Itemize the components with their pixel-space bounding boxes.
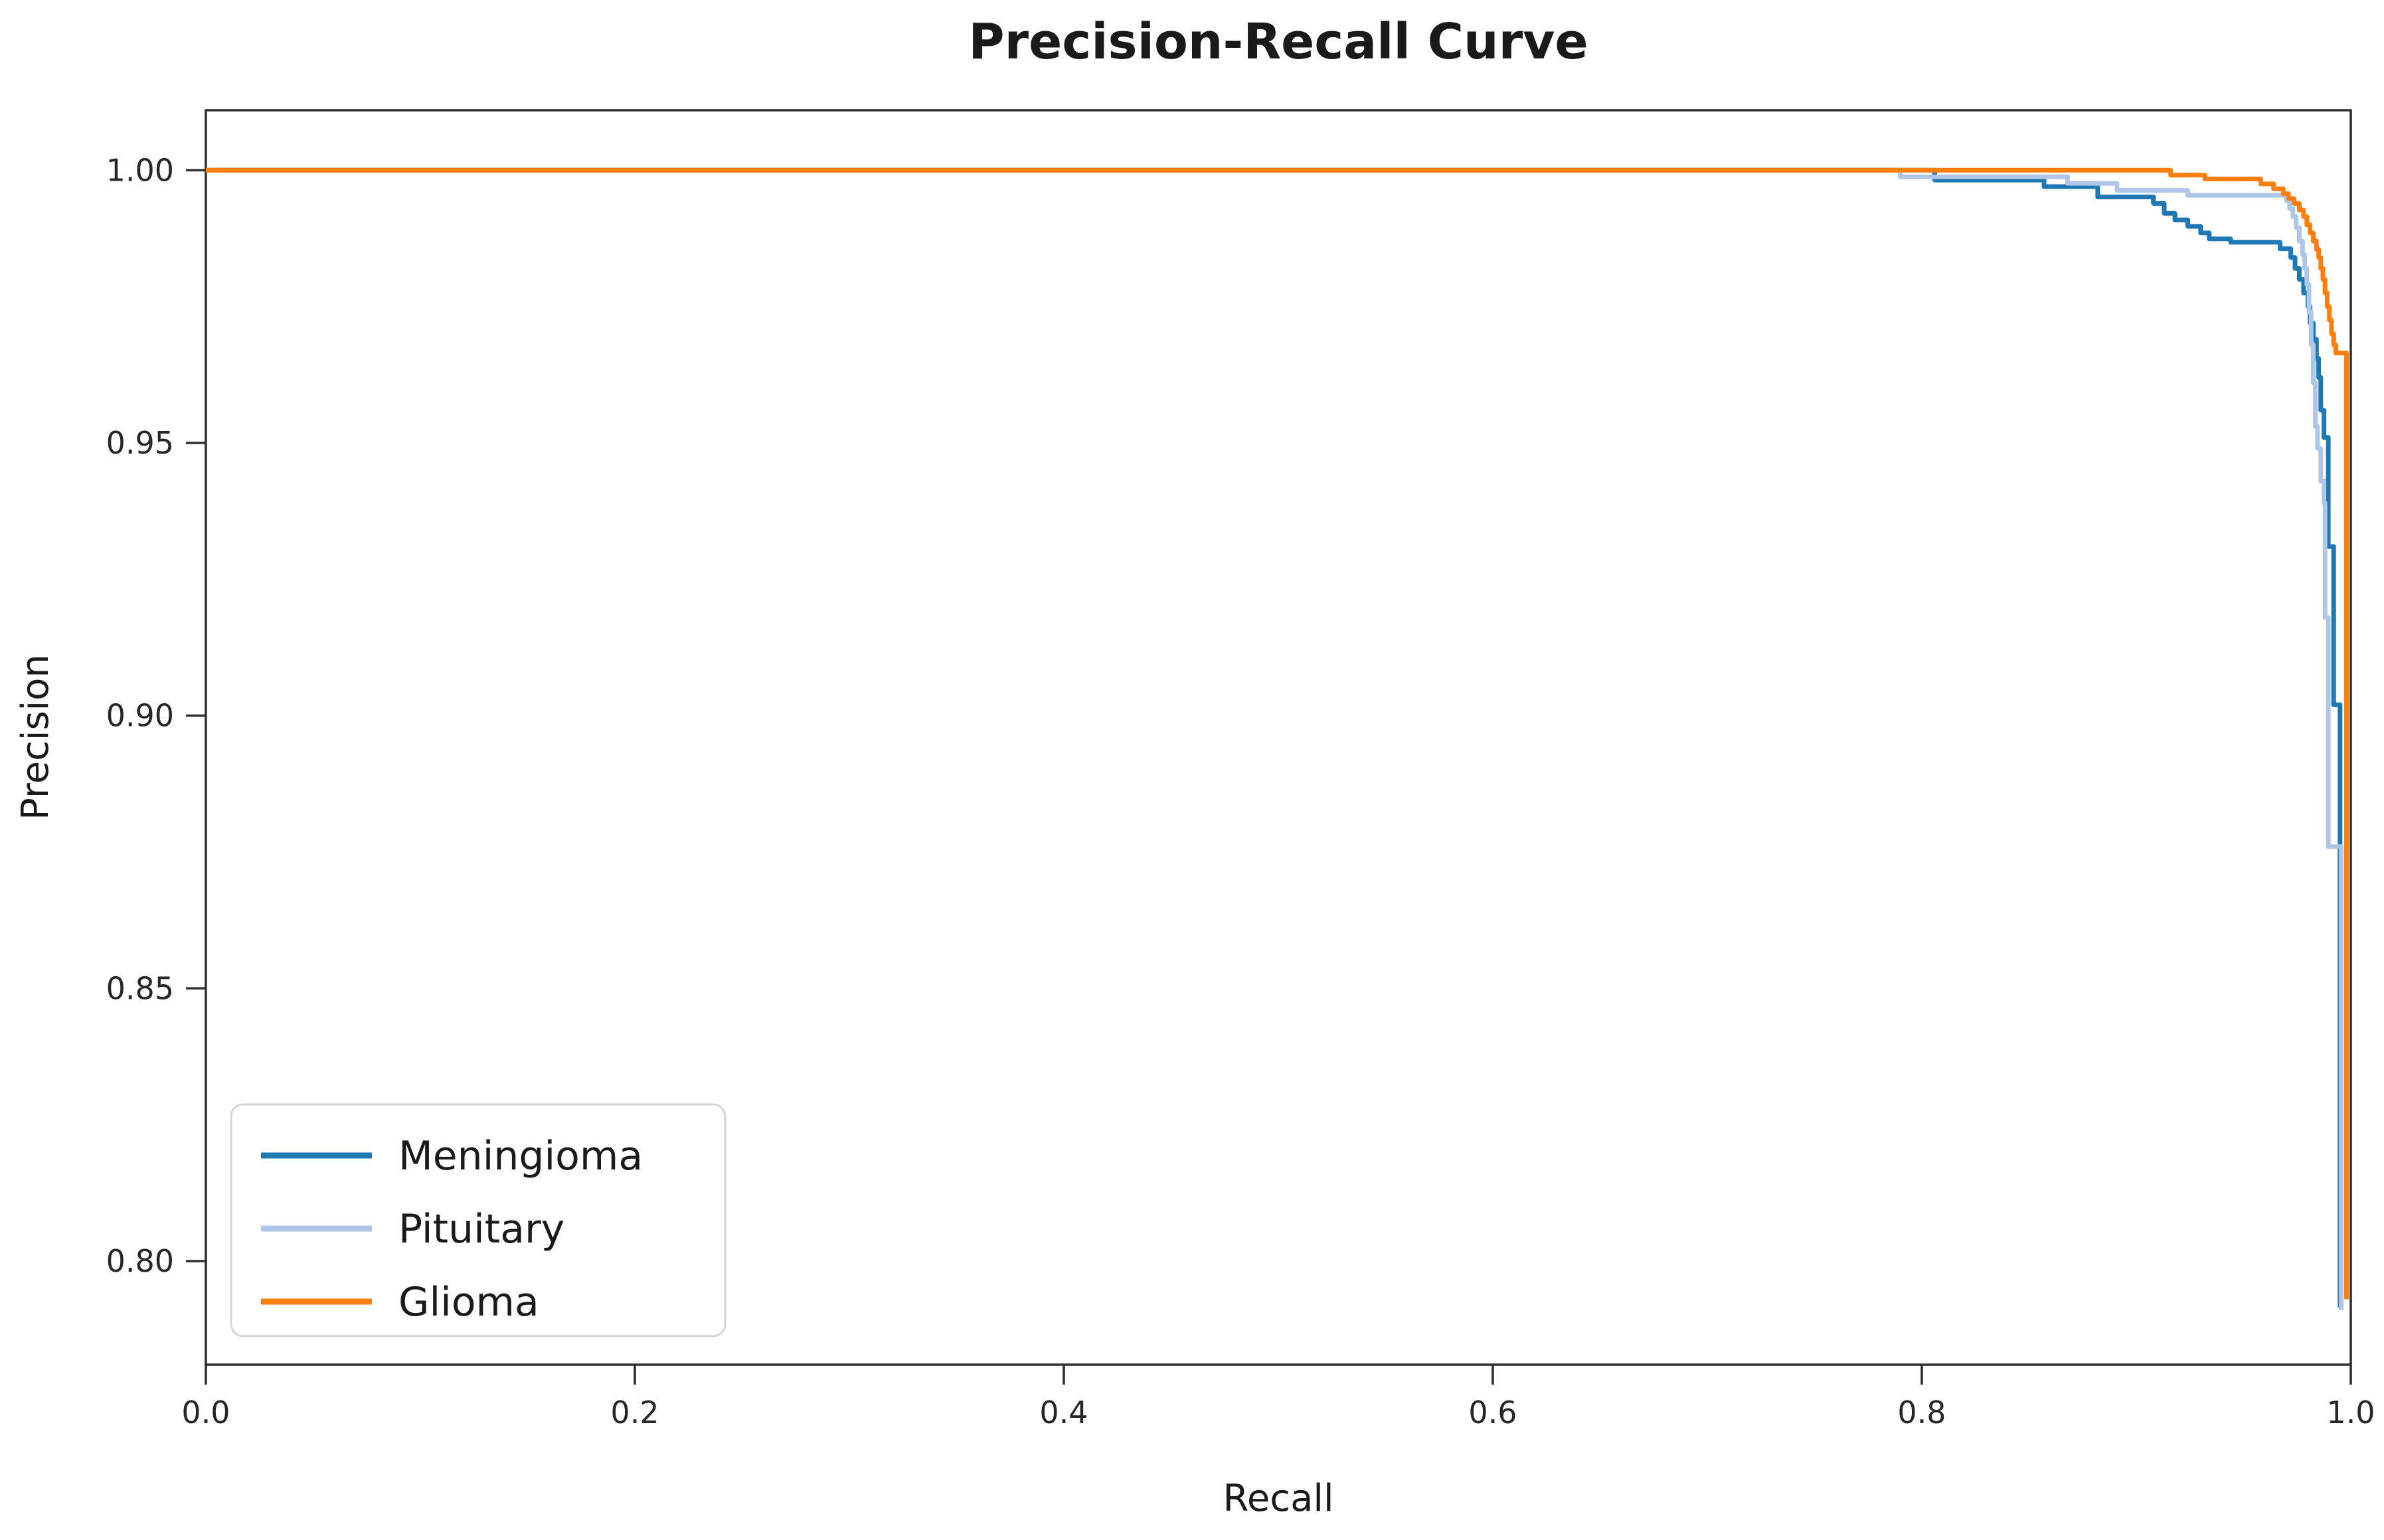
legend-item: Pituitary bbox=[261, 1206, 564, 1252]
y-tick-label: 0.90 bbox=[106, 698, 174, 734]
chart-title: Precision-Recall Curve bbox=[968, 13, 1588, 70]
y-tick-label: 0.80 bbox=[106, 1243, 174, 1279]
x-tick-label: 0.0 bbox=[181, 1395, 230, 1430]
legend-label-glioma: Glioma bbox=[398, 1279, 539, 1326]
x-axis-ticks: 0.0 0.2 0.4 0.6 0.8 1.0 bbox=[181, 1365, 2375, 1430]
legend-item: Meningioma bbox=[261, 1133, 643, 1179]
y-tick-label: 0.85 bbox=[106, 970, 174, 1006]
y-tick-label: 1.00 bbox=[106, 152, 174, 188]
legend-label-meningioma: Meningioma bbox=[398, 1133, 643, 1179]
y-axis-label: Precision bbox=[14, 654, 57, 820]
plot-border bbox=[205, 109, 2352, 1366]
x-tick-label: 0.2 bbox=[610, 1395, 659, 1430]
curve-meningioma bbox=[206, 167, 2343, 1308]
legend-frame bbox=[230, 1103, 726, 1337]
x-tick-label: 1.0 bbox=[2326, 1395, 2375, 1430]
x-tick-label: 0.8 bbox=[1897, 1395, 1946, 1430]
curve-glioma bbox=[206, 167, 2349, 1300]
legend: Meningioma Pituitary Glioma bbox=[230, 1103, 726, 1337]
curves-group bbox=[206, 167, 2349, 1310]
y-tick-label: 0.95 bbox=[106, 425, 174, 461]
y-axis-ticks: 0.80 0.85 0.90 0.95 1.00 bbox=[106, 152, 206, 1279]
x-tick-label: 0.6 bbox=[1468, 1395, 1517, 1430]
legend-label-pituitary: Pituitary bbox=[398, 1206, 564, 1252]
x-axis-label: Recall bbox=[1223, 1477, 1333, 1520]
legend-item: Glioma bbox=[261, 1279, 539, 1326]
x-tick-label: 0.4 bbox=[1039, 1395, 1088, 1430]
curve-pituitary bbox=[206, 167, 2343, 1310]
